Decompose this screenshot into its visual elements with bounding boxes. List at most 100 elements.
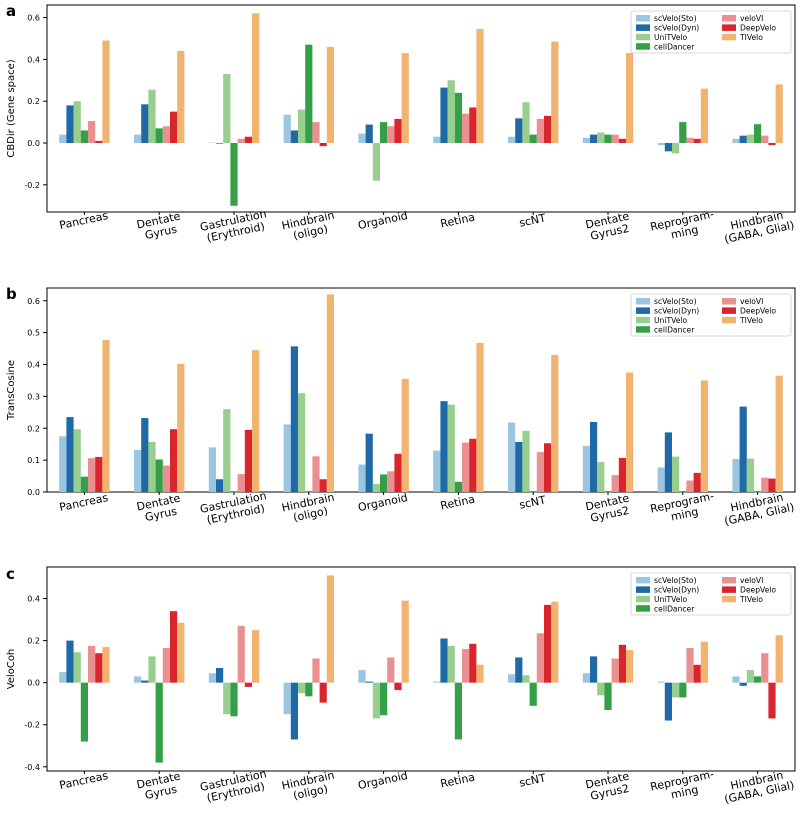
bar-unitvelo-4: [372, 682, 380, 719]
bar-tivelo-1: [177, 363, 185, 492]
y-tick-label: -0.2: [24, 721, 40, 730]
bar-scvelo-sto--8: [657, 143, 665, 146]
bar-celldancer-0: [80, 130, 88, 143]
category-label: scNT: [518, 493, 547, 511]
legend-swatch: [722, 586, 736, 593]
panel-c: c 0.4 0.2 0.0 -0.2 -0.4 VeloCoh Pancreas Dentat…: [6, 565, 796, 806]
bar-unitvelo-8: [672, 143, 680, 154]
bar-velovi-4: [387, 657, 395, 683]
bar-scvelo-sto--5: [433, 450, 441, 492]
category-label: Hindbrain(oligo): [281, 769, 339, 805]
bar-deepvelo-6: [544, 604, 552, 683]
legend-swatch: [636, 326, 650, 333]
bar-unitvelo-6: [522, 675, 530, 683]
bar-unitvelo-7: [597, 682, 605, 696]
category-label: Hindbrain(GABA, Glial): [721, 489, 796, 528]
bar-velovi-8: [686, 137, 694, 143]
panel-letter-c: c: [6, 565, 15, 583]
legend-entry: UniTVelo: [654, 316, 688, 325]
bar-celldancer-4: [380, 122, 388, 143]
category-label: Hindbrain(oligo): [281, 491, 339, 527]
bar-celldancer-4: [380, 474, 388, 492]
bar-unitvelo-1: [148, 441, 156, 492]
bar-deepvelo-1: [170, 111, 178, 143]
bar-deepvelo-7: [618, 138, 626, 143]
bar-celldancer-1: [155, 128, 163, 143]
bar-scvelo-dyn--5: [440, 638, 448, 683]
bar-celldancer-6: [529, 682, 537, 706]
bar-deepvelo-7: [618, 457, 626, 492]
bar-scvelo-dyn--4: [365, 433, 373, 492]
bar-deepvelo-1: [170, 611, 178, 683]
bar-scvelo-sto--1: [134, 449, 142, 492]
y-tick-label: -0.4: [24, 763, 40, 772]
bar-scvelo-dyn--9: [739, 682, 747, 686]
bar-scvelo-sto--5: [433, 681, 441, 683]
bar-scvelo-dyn--0: [66, 105, 74, 143]
bar-velovi-0: [88, 645, 96, 683]
y-tick-label: 0.6: [27, 297, 40, 306]
bar-scvelo-dyn--2: [216, 667, 224, 683]
y-tick-label: 0.4: [27, 55, 40, 64]
bar-scvelo-sto--6: [508, 422, 516, 492]
bar-scvelo-sto--7: [582, 445, 590, 492]
bar-scvelo-dyn--9: [739, 406, 747, 492]
bar-velovi-5: [462, 113, 470, 143]
panel-b: b 0.6 0.5 0.4 0.3 0.2 0.1 0.0 TransCosine Pancre…: [6, 285, 796, 528]
bar-tivelo-2: [252, 630, 260, 683]
category-label: Reprogram-ming: [649, 207, 718, 245]
bar-velovi-7: [611, 134, 619, 143]
category-label: DentateGyrus: [135, 210, 184, 244]
bar-tivelo-5: [476, 342, 484, 492]
legend-swatch: [722, 307, 736, 314]
legend-entry: UniTVelo: [654, 33, 688, 42]
legend-swatch: [722, 577, 736, 584]
bar-deepvelo-9: [768, 478, 776, 492]
category-label: Gastrulation(Erythroid): [199, 767, 270, 806]
bar-tivelo-7: [626, 650, 634, 683]
legend-swatch: [636, 33, 650, 41]
legend-entry: TIVelo: [739, 316, 763, 325]
bar-scvelo-sto--6: [508, 674, 516, 683]
bar-scvelo-sto--8: [657, 681, 665, 683]
bar-tivelo-8: [700, 380, 708, 492]
bar-tivelo-8: [700, 88, 708, 143]
category-label: Hindbrain(GABA, Glial): [721, 207, 796, 246]
bar-celldancer-6: [529, 134, 537, 143]
bar-velovi-3: [312, 122, 320, 143]
bar-deepvelo-5: [469, 643, 477, 683]
legend-box: [630, 293, 792, 337]
bar-unitvelo-9: [746, 134, 754, 143]
bar-scvelo-sto--7: [582, 137, 590, 143]
bar-celldancer-5: [454, 92, 462, 143]
bar-tivelo-0: [102, 40, 110, 143]
bar-velovi-9: [761, 653, 769, 683]
legend-entry: veloVI: [740, 14, 763, 23]
bar-unitvelo-6: [522, 102, 530, 143]
bar-unitvelo-8: [672, 682, 680, 698]
bar-unitvelo-5: [447, 645, 455, 683]
bar-deepvelo-4: [394, 682, 402, 691]
bar-unitvelo-0: [73, 652, 81, 683]
legend-swatch: [722, 316, 736, 324]
bar-unitvelo-9: [746, 670, 754, 683]
bar-scvelo-dyn--3: [290, 682, 298, 740]
bar-velovi-4: [387, 126, 395, 143]
category-label: Hindbrain(GABA, Glial): [721, 767, 796, 806]
bar-velovi-0: [88, 458, 96, 492]
y-tick-label: 0.3: [27, 392, 40, 401]
bar-celldancer-8: [679, 122, 687, 143]
y-tick-label: 0.5: [27, 329, 40, 338]
panel-letter-a: a: [6, 2, 16, 20]
category-label: Pancreas: [58, 491, 109, 514]
bar-tivelo-3: [326, 46, 334, 144]
bar-deepvelo-4: [394, 118, 402, 143]
bar-scvelo-dyn--7: [590, 656, 598, 683]
bar-tivelo-5: [476, 664, 484, 683]
bar-velovi-6: [536, 118, 544, 143]
y-tick-label: 0.0: [27, 139, 40, 148]
bar-velovi-8: [686, 480, 694, 492]
legend-swatch: [636, 586, 650, 593]
bar-tivelo-9: [775, 375, 783, 492]
bar-unitvelo-0: [73, 101, 81, 143]
